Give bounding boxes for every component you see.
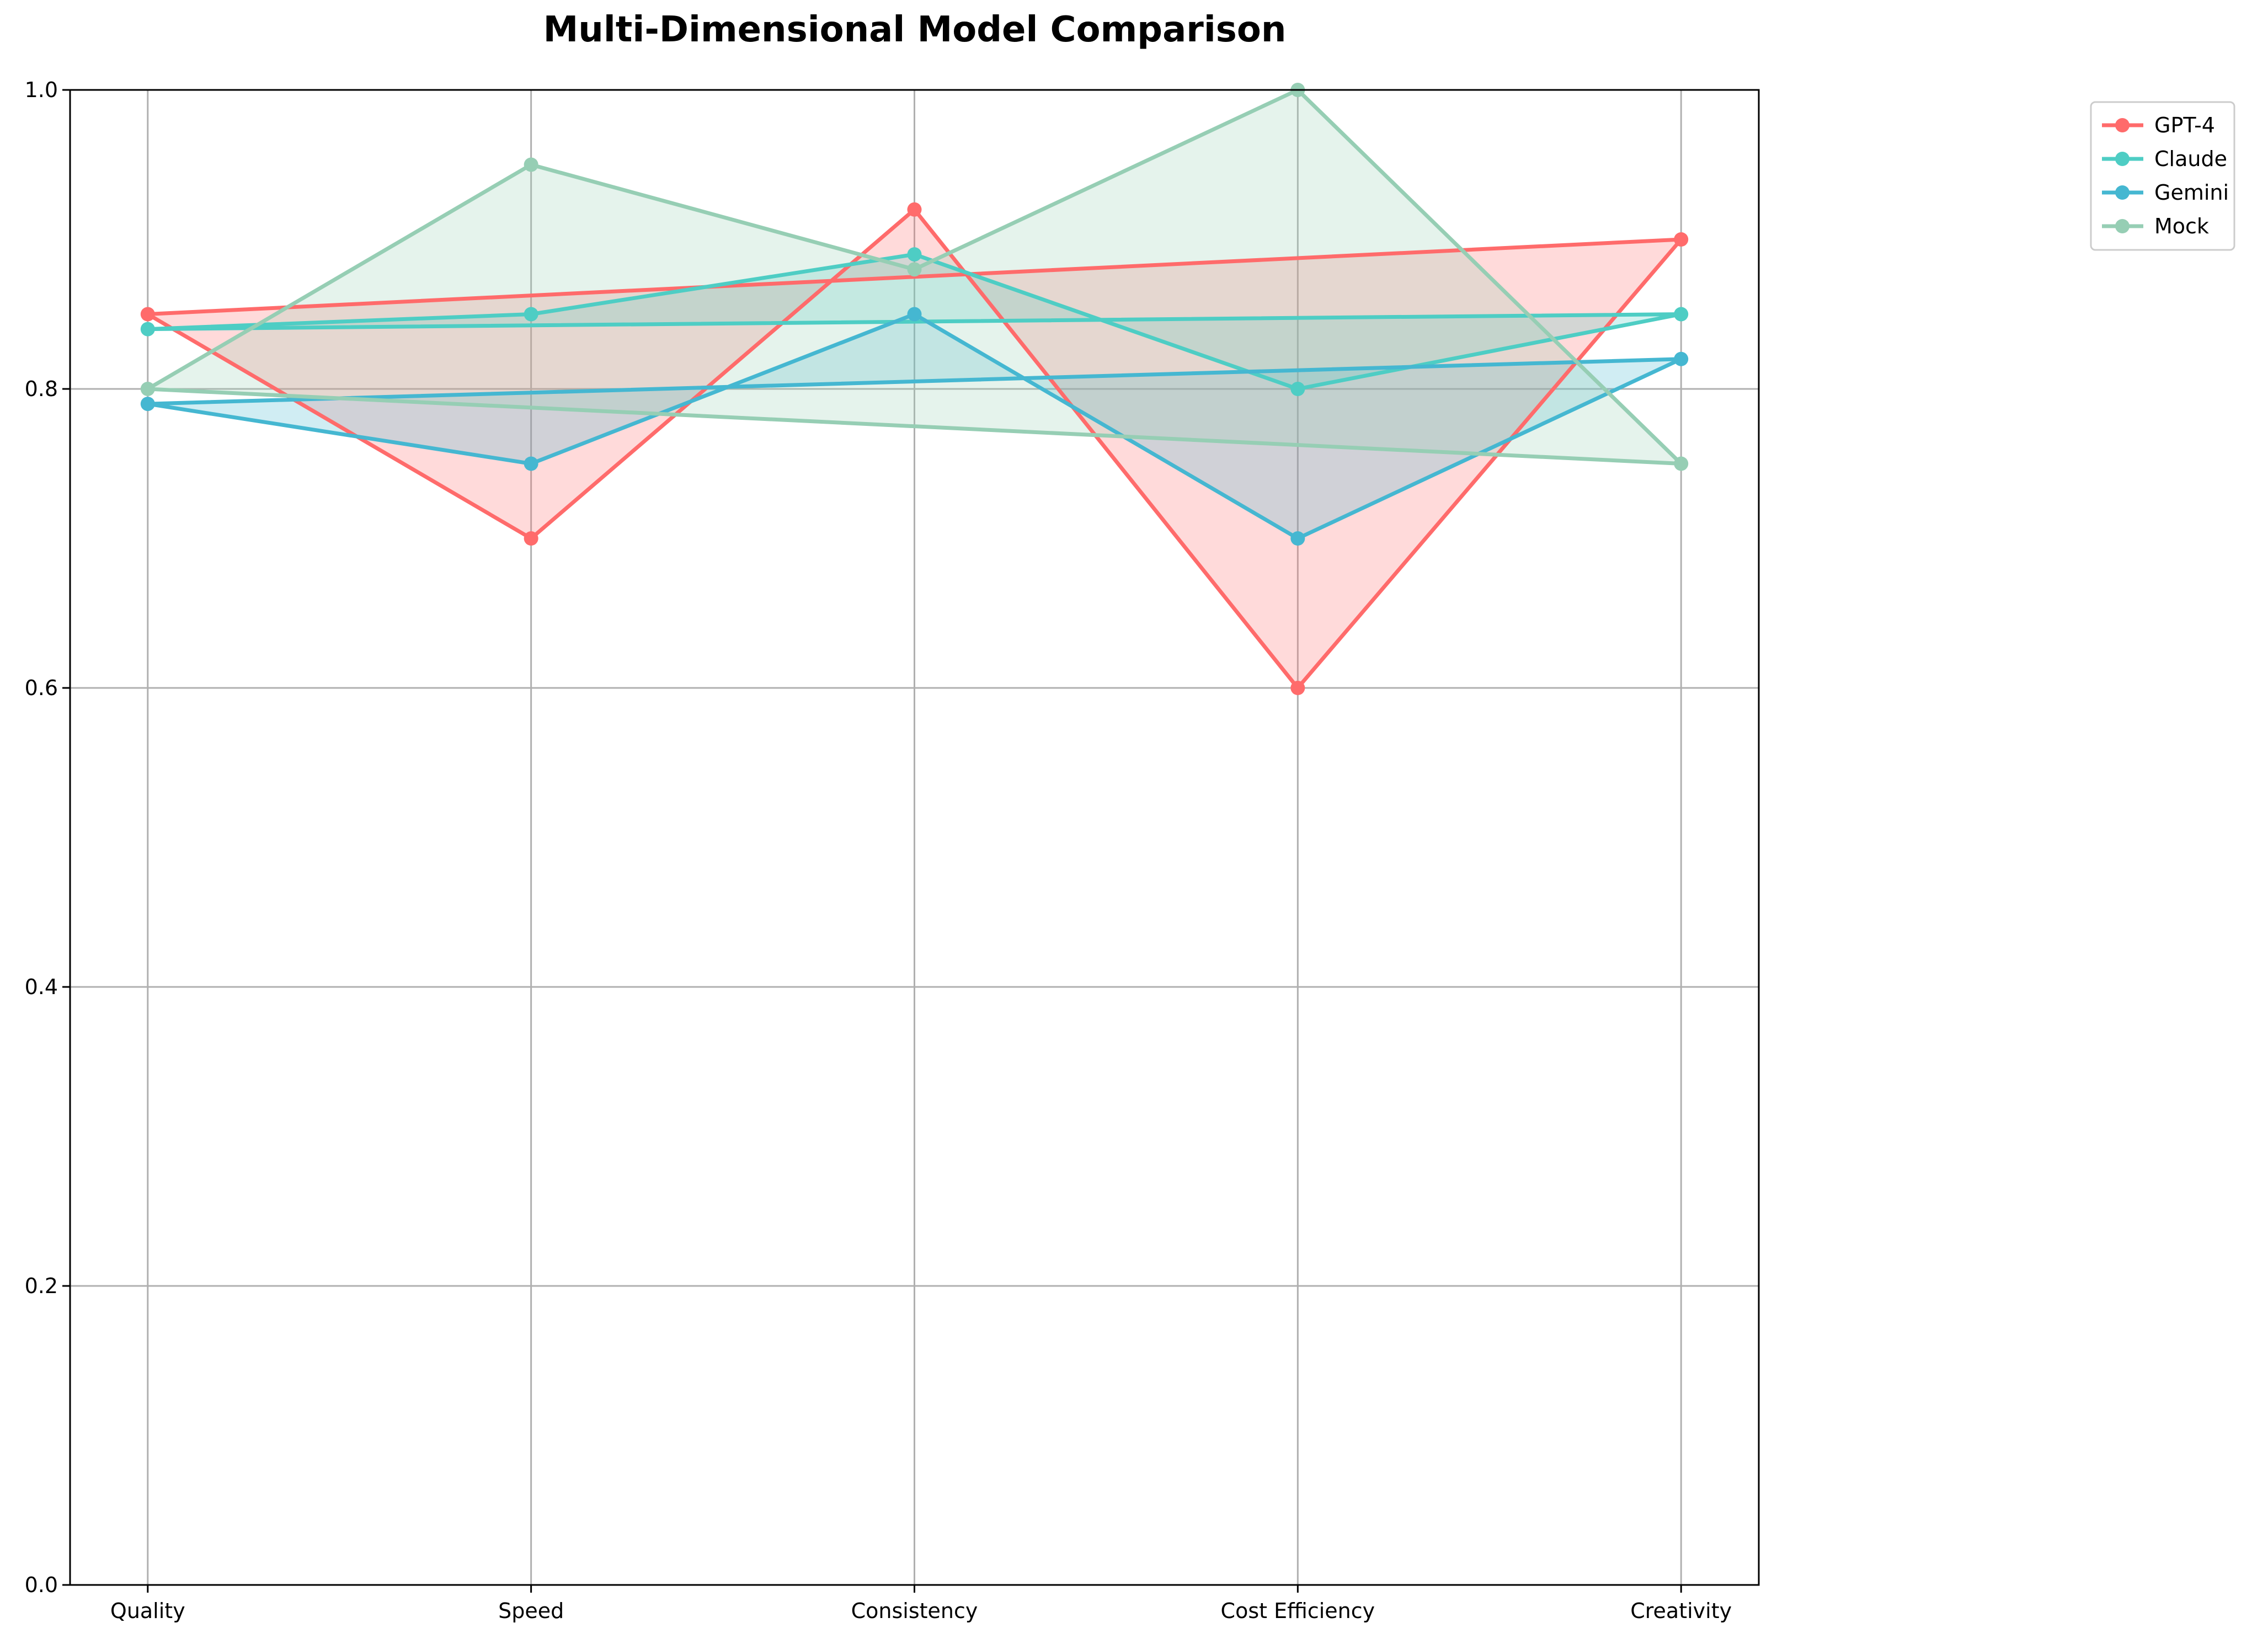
series-point-layer [140,83,1689,695]
data-point-claude-cost-efficiency [1290,382,1305,396]
data-point-claude-consistency [907,247,922,262]
x-tick-label: Quality [110,1599,185,1623]
x-tick-label: Creativity [1630,1599,1732,1623]
data-point-claude-speed [524,307,538,322]
chart-title: Multi-Dimensional Model Comparison [543,9,1287,50]
legend-swatch-marker-claude [2115,152,2130,166]
series-line-mock [146,88,1683,466]
legend-label-gemini: Gemini [2154,180,2229,205]
data-point-mock-quality [140,382,155,396]
data-point-gpt-4-quality [140,307,155,322]
legend-swatch-marker-gpt-4 [2115,118,2130,132]
x-tick-label: Consistency [851,1599,978,1623]
series-line-gpt-4 [146,207,1683,690]
data-point-gpt-4-cost-efficiency [1290,681,1305,695]
data-point-mock-speed [524,157,538,172]
y-tick-label: 0.2 [25,1274,58,1298]
data-point-gpt-4-speed [524,531,538,546]
legend-label-claude: Claude [2154,147,2227,171]
series-line-layer [146,88,1683,690]
data-point-gemini-consistency [907,307,922,322]
y-tick-label: 0.8 [25,377,58,401]
data-point-gemini-quality [140,397,155,412]
y-tick-label: 0.6 [25,676,58,700]
legend: GPT-4 Claude Gemini Mock [2090,101,2235,251]
data-point-mock-consistency [907,262,922,277]
grid-layer [70,89,1759,1586]
x-tick-label: Cost Efficiency [1221,1599,1375,1623]
legend-swatch-marker-gemini [2115,185,2130,200]
data-point-claude-quality [140,322,155,337]
y-tick-label: 0.0 [25,1573,58,1597]
legend-label-mock: Mock [2154,214,2209,238]
series-line-gemini [146,312,1683,541]
legend-swatch-marker-mock [2115,219,2130,233]
y-axis-ticks: 0.0 0.2 0.4 0.6 0.8 1.0 [25,78,70,1597]
legend-items: GPT-4 Claude Gemini Mock [2102,113,2229,238]
y-tick-label: 0.4 [25,975,58,999]
data-point-mock-creativity [1674,456,1689,471]
data-point-claude-creativity [1674,307,1689,322]
data-point-gemini-cost-efficiency [1290,531,1305,546]
data-point-gpt-4-creativity [1674,232,1689,247]
data-point-gemini-creativity [1674,351,1689,366]
x-axis-ticks: Quality Speed Consistency Cost Efficiency Cr… [110,1585,1732,1623]
y-tick-label: 1.0 [25,78,58,102]
series-fill-gpt-4 [147,209,1682,688]
series-line-claude [146,252,1683,391]
legend-box [2090,101,2235,251]
data-point-gemini-speed [524,456,538,471]
legend-label-gpt-4: GPT-4 [2154,113,2215,137]
x-tick-label: Speed [498,1599,564,1623]
data-point-gpt-4-consistency [907,202,922,217]
